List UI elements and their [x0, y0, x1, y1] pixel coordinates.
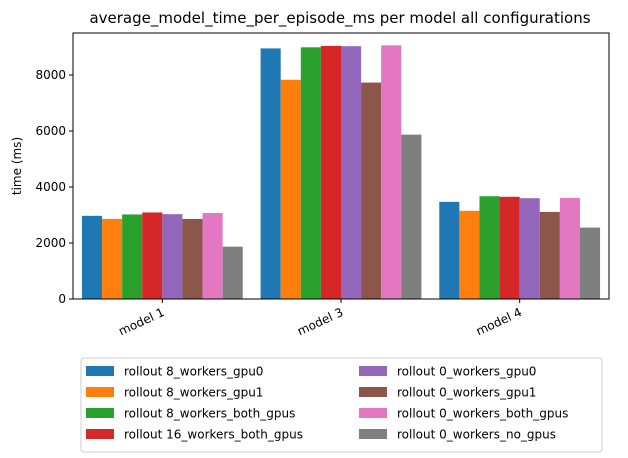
legend-label: rollout 8_workers_gpu1 [124, 386, 263, 400]
legend-swatch [359, 429, 387, 439]
bar [479, 196, 500, 299]
bar [559, 197, 580, 299]
bar [222, 246, 243, 299]
legend-label: rollout 16_workers_both_gpus [124, 428, 303, 442]
x-tick-label: model 3 [295, 305, 345, 338]
legend-swatch [359, 408, 387, 418]
x-axis: model 1 model 3 model 4 [116, 299, 524, 338]
bar [539, 211, 560, 299]
legend-label: rollout 0_workers_gpu1 [397, 386, 536, 400]
bar [320, 45, 341, 299]
legend-swatch [359, 387, 387, 397]
legend-label: rollout 0_workers_gpu0 [397, 365, 536, 379]
legend-label: rollout 0_workers_no_gpus [397, 428, 556, 442]
y-tick-label: 4000 [35, 180, 66, 194]
bar [260, 48, 281, 300]
bar [182, 218, 203, 299]
y-tick-label: 2000 [35, 236, 66, 250]
x-tick-label: model 4 [474, 305, 524, 338]
legend-label: rollout 0_workers_both_gpus [397, 407, 568, 421]
bar [81, 215, 103, 299]
y-tick-label: 0 [58, 292, 66, 306]
legend-swatch [86, 408, 114, 418]
bar [162, 214, 183, 299]
legend-label: rollout 8_workers_gpu0 [124, 365, 263, 379]
bar [202, 213, 223, 299]
bar [300, 47, 321, 299]
y-axis-label: time (ms) [10, 137, 24, 195]
y-axis: 0 2000 4000 6000 8000 [35, 68, 73, 306]
bar [401, 134, 422, 299]
legend-label: rollout 8_workers_both_gpus [124, 407, 295, 421]
bar [102, 218, 123, 299]
bar [579, 227, 601, 299]
bar [519, 198, 540, 299]
chart-title: average_model_time_per_episode_ms per mo… [89, 9, 590, 28]
legend-frame [80, 357, 603, 453]
bar [280, 79, 301, 299]
bar [142, 212, 163, 299]
bar [381, 45, 402, 299]
y-tick-label: 8000 [35, 68, 66, 82]
bars-group [81, 45, 601, 300]
bar [439, 201, 460, 299]
bar [361, 82, 382, 299]
y-tick-label: 6000 [35, 124, 66, 138]
legend-swatch [86, 429, 114, 439]
x-tick-label: model 1 [116, 305, 166, 338]
legend-swatch [359, 366, 387, 376]
bar [341, 46, 362, 299]
plot-area [72, 32, 610, 300]
legend-swatch [86, 387, 114, 397]
bar [459, 210, 480, 299]
bar [499, 196, 520, 299]
legend-swatch [86, 366, 114, 376]
bar [122, 214, 143, 299]
